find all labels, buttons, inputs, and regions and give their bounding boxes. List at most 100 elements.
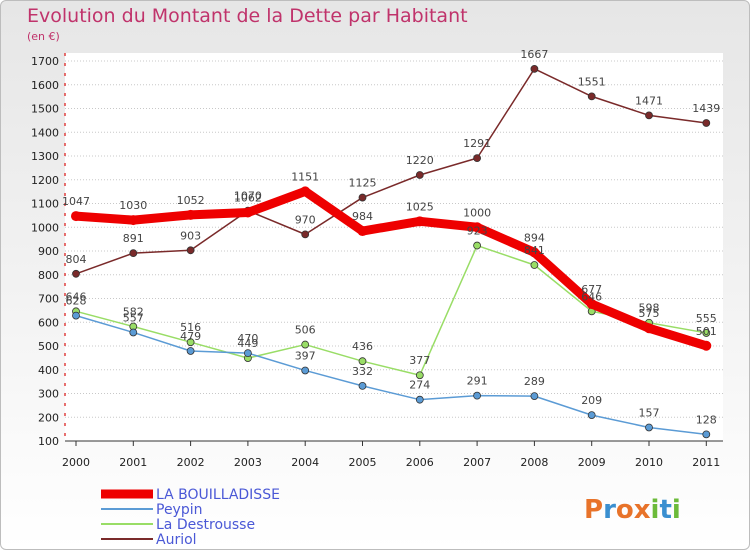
data-point: [186, 347, 195, 355]
y-tick-label: 1300: [31, 150, 59, 163]
data-label: 1070: [234, 190, 262, 203]
data-label: 1551: [578, 75, 606, 88]
data-point: [530, 64, 539, 73]
data-point: [702, 329, 711, 337]
data-label: 1025: [406, 200, 434, 213]
data-label: 209: [581, 394, 602, 407]
data-label: 1030: [119, 199, 147, 212]
data-label: 1439: [692, 102, 720, 115]
y-tick-label: 1200: [31, 174, 59, 187]
data-point: [72, 311, 80, 320]
data-point: [128, 215, 139, 226]
data-label: 436: [352, 340, 373, 353]
legend-label: Auriol: [156, 532, 197, 548]
data-point: [129, 249, 138, 258]
x-tick-label: 2006: [406, 456, 434, 469]
data-point: [243, 349, 252, 358]
data-label: 555: [696, 312, 717, 325]
x-tick-label: 2009: [578, 456, 606, 469]
data-label: 1062: [234, 192, 262, 205]
data-point: [473, 391, 482, 400]
data-point: [71, 211, 81, 222]
data-label: 582: [123, 306, 144, 319]
data-point: [473, 154, 482, 163]
series-line-peypin: [75, 314, 708, 436]
data-label: 646: [581, 290, 602, 303]
data-label: 984: [352, 210, 373, 223]
data-label: 575: [639, 307, 660, 320]
y-tick-label: 1000: [31, 221, 59, 234]
data-point: [586, 298, 597, 309]
data-point: [358, 357, 367, 366]
data-label: 516: [180, 321, 201, 334]
data-point: [186, 246, 195, 255]
data-point: [358, 381, 367, 390]
data-point: [414, 216, 425, 227]
data-label: 923: [467, 225, 488, 238]
y-tick-label: 1700: [31, 55, 59, 68]
x-tick-label: 2008: [520, 456, 548, 469]
x-tick-label: 2002: [177, 456, 205, 469]
data-point: [186, 338, 195, 347]
data-point: [358, 193, 367, 202]
data-label: 804: [66, 253, 87, 266]
data-label: 449: [237, 337, 258, 350]
x-tick-label: 2010: [635, 456, 663, 469]
data-label: 677: [581, 283, 602, 296]
x-tick-label: 2007: [463, 456, 491, 469]
x-tick-label: 2001: [119, 456, 147, 469]
data-point: [72, 269, 80, 278]
data-point: [530, 392, 539, 401]
legend-label: LA BOUILLADISSE: [156, 487, 280, 503]
data-point: [185, 209, 196, 220]
data-label: 1125: [349, 177, 377, 190]
plot-area: [65, 53, 723, 441]
y-tick-label: 1400: [31, 126, 59, 139]
data-point: [301, 230, 310, 239]
data-label: 377: [409, 354, 430, 367]
data-label: 1000: [463, 206, 491, 219]
data-label: 157: [639, 406, 660, 419]
x-tick-label: 2005: [349, 456, 377, 469]
y-tick-label: 1100: [31, 198, 59, 211]
chart-subtitle: (en €): [27, 30, 60, 43]
data-point: [530, 261, 539, 269]
x-tick-label: 2004: [291, 456, 319, 469]
data-point: [300, 186, 311, 197]
data-point: [301, 340, 310, 349]
y-tick-label: 500: [38, 340, 59, 353]
data-label: 506: [295, 324, 316, 337]
data-point: [701, 340, 712, 351]
data-point: [702, 119, 711, 127]
y-tick-label: 200: [38, 411, 59, 424]
data-point: [415, 395, 424, 404]
x-tick-label: 2000: [62, 456, 90, 469]
data-point: [587, 92, 596, 101]
data-label: 1471: [635, 94, 663, 107]
data-label: 646: [66, 290, 87, 303]
data-label: 274: [409, 379, 430, 392]
data-label: 291: [467, 375, 488, 388]
y-tick-label: 100: [38, 435, 59, 448]
data-label: 470: [237, 332, 258, 345]
data-label: 970: [295, 213, 316, 226]
data-point: [242, 207, 253, 218]
data-label: 1220: [406, 154, 434, 167]
x-tick-label: 2011: [692, 456, 720, 469]
data-point: [473, 241, 482, 250]
data-label: 841: [524, 244, 545, 257]
y-tick-label: 1600: [31, 79, 59, 92]
legend-label: Peypin: [156, 502, 203, 518]
y-tick-label: 1500: [31, 103, 59, 116]
data-point: [587, 411, 596, 420]
data-label: 128: [696, 413, 717, 426]
data-point: [702, 430, 711, 439]
chart-title: Evolution du Montant de la Dette par Hab…: [27, 5, 468, 27]
data-point: [529, 247, 540, 258]
data-label: 1052: [177, 194, 205, 207]
data-label: 628: [66, 295, 87, 308]
data-label: 598: [639, 302, 660, 315]
data-label: 1291: [463, 137, 491, 150]
data-label: 903: [180, 229, 201, 242]
